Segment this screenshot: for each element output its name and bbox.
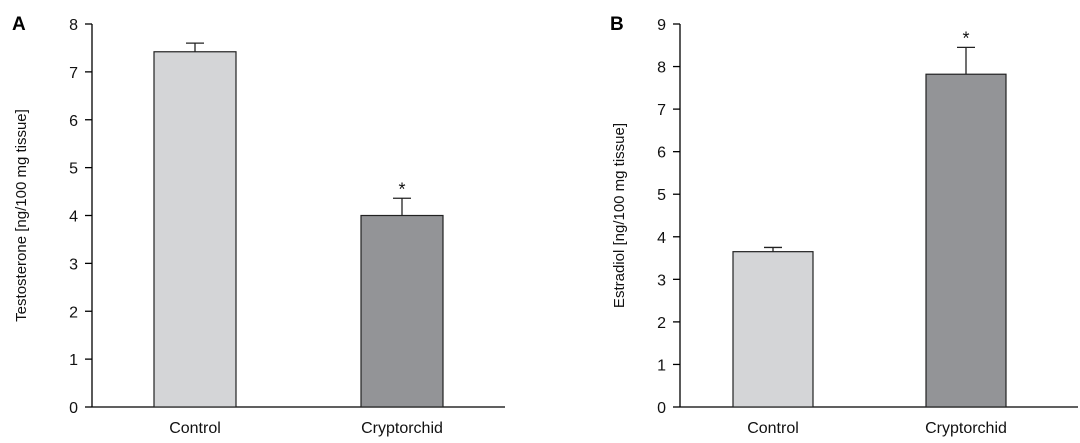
bar-cryptorchid — [360, 214, 444, 408]
significance-marker: * — [962, 28, 969, 48]
y-tick-label: 6 — [657, 145, 666, 162]
y-tick-label: 4 — [657, 230, 666, 247]
y-tick-label: 6 — [69, 113, 78, 130]
x-category-label: Cryptorchid — [361, 420, 443, 437]
y-tick-label: 2 — [69, 304, 78, 321]
y-tick-label: 1 — [69, 352, 78, 369]
y-tick-label: 8 — [657, 60, 666, 77]
bar-control — [732, 251, 814, 408]
x-category-label: Control — [169, 420, 221, 437]
y-tick-label: 4 — [69, 209, 78, 226]
y-tick-label: 7 — [657, 102, 666, 119]
y-tick-label: 9 — [657, 17, 666, 34]
significance-marker: * — [398, 179, 405, 199]
y-tick-label: 7 — [69, 65, 78, 82]
y-tick-label: 1 — [657, 357, 666, 374]
y-tick-label: 5 — [657, 187, 666, 204]
y-axis-label: Estradiol [ng/100 mg tissue] — [611, 123, 628, 308]
y-tick-label: 5 — [69, 161, 78, 178]
y-tick-label: 3 — [657, 272, 666, 289]
panel-letter: A — [12, 14, 26, 35]
x-category-label: Cryptorchid — [925, 420, 1007, 437]
y-tick-label: 3 — [69, 256, 78, 273]
y-tick-label: 0 — [657, 400, 666, 417]
bar-control — [153, 51, 237, 408]
y-tick-label: 2 — [657, 315, 666, 332]
y-tick-label: 8 — [69, 17, 78, 34]
bar-cryptorchid — [925, 73, 1007, 408]
x-category-label: Control — [747, 420, 799, 437]
y-axis-label: Testosterone [ng/100 mg tissue] — [13, 109, 30, 322]
panel-letter: B — [610, 14, 624, 35]
y-tick-label: 0 — [69, 400, 78, 417]
